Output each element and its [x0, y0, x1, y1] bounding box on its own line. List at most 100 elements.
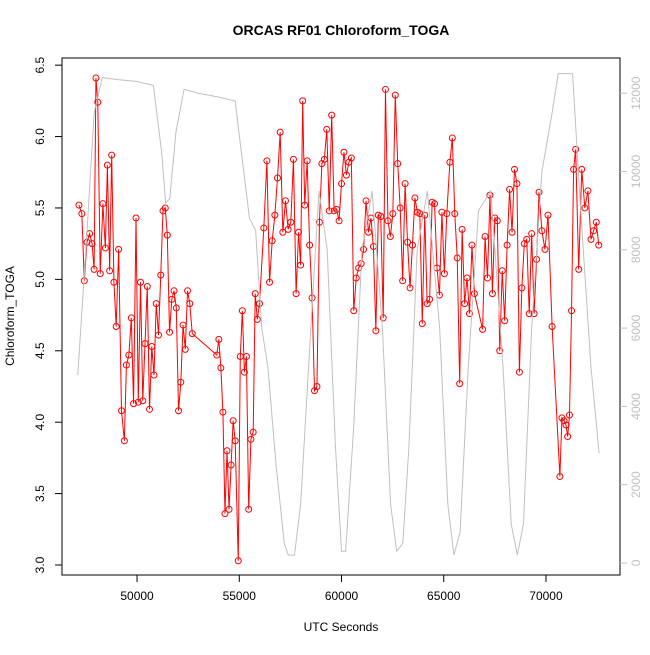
data-point: [279, 228, 287, 236]
data-point: [130, 400, 138, 408]
data-point: [155, 331, 163, 339]
data-point: [396, 204, 404, 212]
data-point: [443, 210, 451, 218]
data-point: [538, 227, 546, 235]
data-point: [570, 165, 578, 173]
data-point: [426, 295, 434, 303]
data-point: [503, 241, 511, 249]
data-point: [146, 405, 154, 413]
data-point: [268, 237, 276, 245]
y2-tick-label: 8000: [629, 236, 643, 263]
data-point: [451, 210, 459, 218]
x-tick-label: 50000: [120, 589, 154, 603]
data-point: [96, 270, 104, 278]
data-point: [99, 200, 107, 208]
data-point: [141, 340, 149, 348]
data-point: [148, 342, 156, 350]
data-point: [481, 233, 489, 241]
data-point: [548, 322, 556, 330]
data-point: [287, 218, 295, 226]
data-point: [506, 185, 514, 193]
y-tick-label: 3.5: [33, 485, 47, 502]
data-point: [484, 274, 492, 282]
data-point: [381, 85, 389, 93]
data-point: [565, 411, 573, 419]
data-point: [453, 254, 461, 262]
data-point: [342, 171, 350, 179]
data-point: [498, 267, 506, 275]
data-point: [122, 361, 130, 369]
data-point: [188, 330, 196, 338]
data-point: [75, 201, 83, 209]
data-point: [394, 160, 402, 168]
data-point: [301, 201, 309, 209]
data-point: [245, 505, 253, 513]
data-point: [340, 148, 348, 156]
data-point: [163, 231, 171, 239]
data-point: [274, 174, 282, 182]
data-point: [530, 310, 538, 318]
data-point: [421, 211, 429, 219]
data-point: [166, 328, 174, 336]
y-axis-label: Chloroform_TOGA: [3, 266, 17, 366]
data-point: [544, 211, 552, 219]
data-point: [320, 155, 328, 163]
data-point: [458, 225, 466, 233]
data-point: [247, 435, 255, 443]
data-point: [221, 510, 229, 518]
data-point: [157, 271, 165, 279]
data-point: [328, 111, 336, 119]
y2-tick-label: 12000: [629, 76, 643, 110]
y-tick-label: 5.0: [33, 271, 47, 288]
data-point: [360, 245, 368, 253]
data-point: [108, 151, 116, 159]
series-line: [78, 77, 600, 561]
data-point: [592, 218, 600, 226]
x-tick-label: 55000: [223, 589, 257, 603]
data-point: [501, 317, 509, 325]
data-point: [325, 207, 333, 215]
x-tick-label: 60000: [325, 589, 359, 603]
data-point: [556, 472, 564, 480]
data-point: [132, 214, 140, 222]
data-point: [168, 295, 176, 303]
data-point: [253, 315, 261, 323]
data-point: [418, 320, 426, 328]
data-point: [528, 230, 536, 238]
series-line: [77, 73, 600, 556]
data-point: [260, 224, 268, 232]
data-point: [137, 278, 145, 286]
data-point: [587, 235, 595, 243]
data-point: [152, 300, 160, 308]
data-point: [470, 290, 478, 298]
data-point: [242, 352, 250, 360]
data-point: [350, 307, 358, 315]
data-point: [127, 314, 135, 322]
data-point: [184, 287, 192, 295]
data-point: [284, 225, 292, 233]
data-point: [234, 557, 242, 565]
data-point: [518, 284, 526, 292]
data-point: [389, 210, 397, 218]
data-point: [438, 208, 446, 216]
data-point: [181, 345, 189, 353]
data-point: [379, 314, 387, 322]
data-point: [488, 290, 496, 298]
data-point: [213, 351, 221, 359]
data-point: [541, 245, 549, 253]
data-point: [362, 197, 370, 205]
data-point: [78, 210, 86, 218]
data-point: [88, 240, 96, 248]
data-point: [595, 241, 603, 249]
data-point: [560, 417, 568, 425]
data-point: [496, 347, 504, 355]
y-tick-label: 5.5: [33, 199, 47, 216]
chart-title: ORCAS RF01 Chloroform_TOGA: [233, 22, 450, 38]
data-point: [225, 505, 233, 513]
data-point: [251, 290, 259, 298]
data-point: [90, 265, 98, 273]
data-point: [535, 188, 543, 196]
data-point: [323, 125, 331, 133]
data-point: [256, 300, 264, 308]
